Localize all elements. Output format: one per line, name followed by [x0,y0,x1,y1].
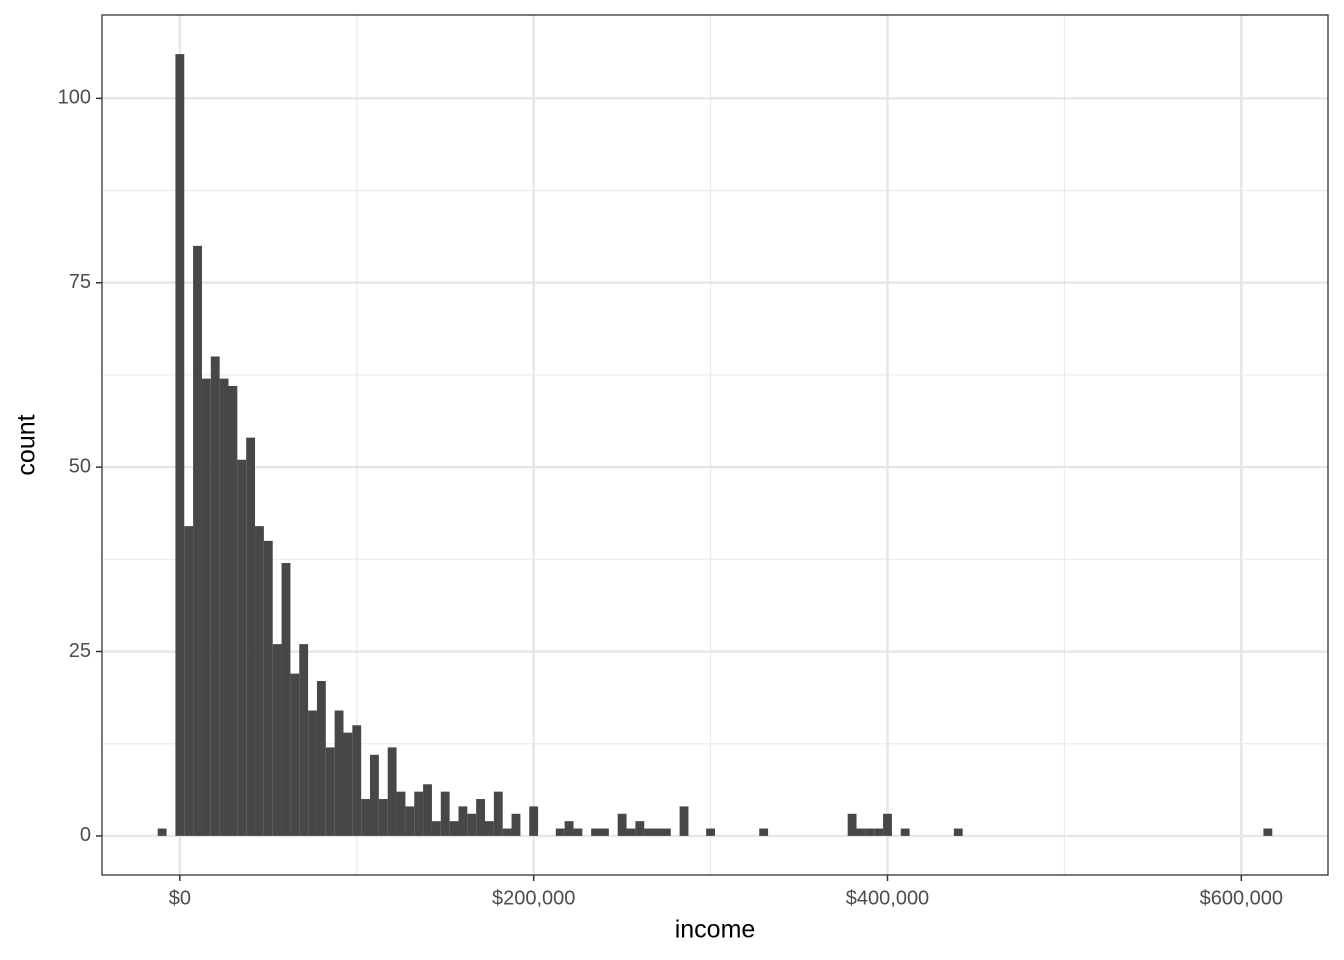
bar [352,725,362,836]
bar [467,813,477,836]
bar [591,828,601,836]
bar [343,732,353,836]
bar [201,378,211,836]
x-tick-label: $400,000 [846,887,929,909]
bar [449,821,459,836]
y-tick-label: 50 [69,455,91,477]
bar [600,828,609,836]
bar [511,813,521,836]
bar [334,710,344,836]
bar [184,526,194,836]
bar [900,828,910,836]
bar [290,673,300,836]
bar [617,813,627,836]
bar [255,526,264,836]
y-tick-label: 100 [58,87,91,109]
bar [502,828,512,836]
x-axis-title: income [675,916,756,944]
bar [378,799,388,836]
bar [193,245,202,836]
bar [370,754,379,836]
bar [246,437,256,836]
bar [626,828,636,836]
x-tick-label: $0 [169,887,191,909]
bar [361,799,371,836]
bar [529,806,539,836]
bar [485,821,494,836]
bar [635,821,645,836]
bar [653,828,662,836]
bar [759,828,769,836]
bar [396,791,406,836]
bar [644,828,654,836]
bar [316,681,326,836]
bar [431,821,441,836]
y-tick-label: 0 [80,824,91,846]
bar [237,459,247,836]
bar [706,828,715,836]
bar [414,791,424,836]
bar [387,747,397,836]
bar [210,356,220,836]
bar [308,710,317,836]
bar [440,791,450,836]
bar [883,813,892,836]
y-axis-title: count [13,414,41,475]
bar [476,799,486,836]
bar [573,828,583,836]
bar [493,791,503,836]
bar [405,806,415,836]
bar [157,828,167,836]
bar [175,54,185,836]
bar [847,813,857,836]
bar [272,644,282,836]
bar [423,784,432,836]
bar [228,385,238,836]
panel-border [101,14,1329,876]
bar [953,828,963,836]
x-tick-label: $200,000 [492,887,575,909]
bar [564,821,574,836]
bar [219,378,229,836]
x-tick-label: $600,000 [1200,887,1283,909]
bar [661,828,671,836]
bar [1263,828,1273,836]
bar [874,828,884,836]
bar [281,563,291,836]
bar [856,828,866,836]
bar [299,644,309,836]
y-tick-label: 25 [69,640,91,662]
y-tick-label: 75 [69,271,91,293]
bar [263,540,273,836]
bar [325,747,335,836]
bar [865,828,875,836]
bar [555,828,565,836]
bar [679,806,689,836]
bar [458,806,468,836]
